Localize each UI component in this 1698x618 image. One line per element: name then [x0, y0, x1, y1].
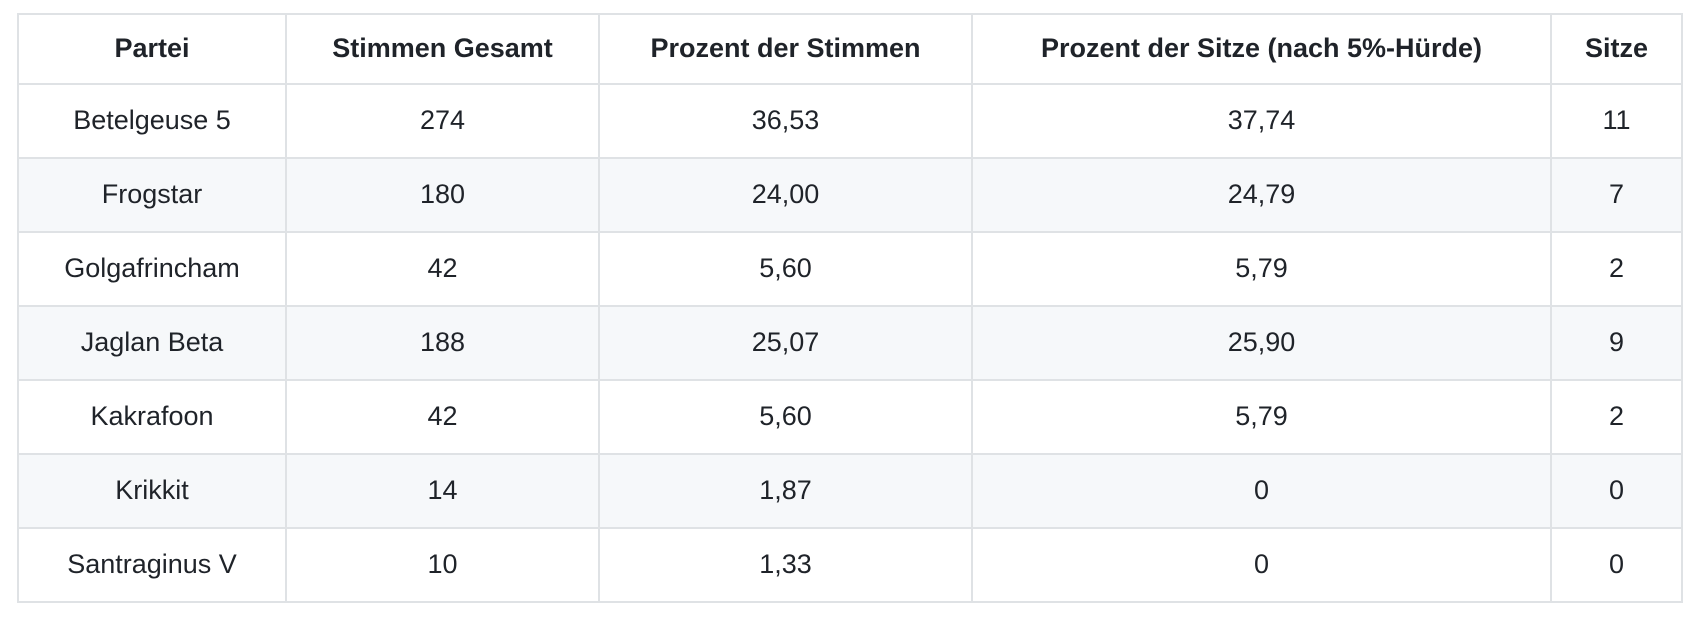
- document-preview: Partei Stimmen Gesamt Prozent der Stimme…: [17, 13, 1683, 603]
- cell-prozent-der-stimmen: 36,53: [598, 83, 973, 159]
- column-header-prozent-der-stimmen: Prozent der Stimmen: [598, 13, 973, 85]
- cell-partei: Santraginus V: [17, 527, 287, 603]
- cell-prozent-der-sitze: 0: [971, 453, 1552, 529]
- cell-stimmen-gesamt: 188: [285, 305, 600, 381]
- cell-prozent-der-sitze: 5,79: [971, 231, 1552, 307]
- cell-stimmen-gesamt: 14: [285, 453, 600, 529]
- cell-sitze: 2: [1550, 379, 1683, 455]
- cell-partei: Frogstar: [17, 157, 287, 233]
- election-results-table: Partei Stimmen Gesamt Prozent der Stimme…: [17, 13, 1683, 603]
- column-header-sitze: Sitze: [1550, 13, 1683, 85]
- cell-prozent-der-stimmen: 1,33: [598, 527, 973, 603]
- cell-prozent-der-stimmen: 24,00: [598, 157, 973, 233]
- cell-prozent-der-sitze: 24,79: [971, 157, 1552, 233]
- cell-prozent-der-stimmen: 5,60: [598, 231, 973, 307]
- cell-prozent-der-stimmen: 1,87: [598, 453, 973, 529]
- cell-sitze: 0: [1550, 453, 1683, 529]
- column-header-partei: Partei: [17, 13, 287, 85]
- cell-prozent-der-sitze: 5,79: [971, 379, 1552, 455]
- cell-sitze: 11: [1550, 83, 1683, 159]
- column-header-prozent-der-sitze: Prozent der Sitze (nach 5%-Hürde): [971, 13, 1552, 85]
- header-row: Partei Stimmen Gesamt Prozent der Stimme…: [17, 13, 1683, 85]
- cell-sitze: 2: [1550, 231, 1683, 307]
- table-row: Santraginus V 10 1,33 0 0: [17, 527, 1683, 603]
- cell-stimmen-gesamt: 10: [285, 527, 600, 603]
- cell-partei: Betelgeuse 5: [17, 83, 287, 159]
- cell-prozent-der-sitze: 0: [971, 527, 1552, 603]
- cell-partei: Kakrafoon: [17, 379, 287, 455]
- cell-partei: Golgafrincham: [17, 231, 287, 307]
- table-row: Frogstar 180 24,00 24,79 7: [17, 157, 1683, 233]
- cell-stimmen-gesamt: 274: [285, 83, 600, 159]
- cell-partei: Jaglan Beta: [17, 305, 287, 381]
- table-row: Krikkit 14 1,87 0 0: [17, 453, 1683, 529]
- table-row: Jaglan Beta 188 25,07 25,90 9: [17, 305, 1683, 381]
- cell-stimmen-gesamt: 42: [285, 379, 600, 455]
- cell-prozent-der-sitze: 37,74: [971, 83, 1552, 159]
- cell-partei: Krikkit: [17, 453, 287, 529]
- cell-stimmen-gesamt: 180: [285, 157, 600, 233]
- table-row: Kakrafoon 42 5,60 5,79 2: [17, 379, 1683, 455]
- column-header-stimmen-gesamt: Stimmen Gesamt: [285, 13, 600, 85]
- table-row: Betelgeuse 5 274 36,53 37,74 11: [17, 83, 1683, 159]
- table-row: Golgafrincham 42 5,60 5,79 2: [17, 231, 1683, 307]
- cell-sitze: 7: [1550, 157, 1683, 233]
- cell-stimmen-gesamt: 42: [285, 231, 600, 307]
- cell-sitze: 9: [1550, 305, 1683, 381]
- cell-prozent-der-stimmen: 25,07: [598, 305, 973, 381]
- cell-sitze: 0: [1550, 527, 1683, 603]
- cell-prozent-der-sitze: 25,90: [971, 305, 1552, 381]
- cell-prozent-der-stimmen: 5,60: [598, 379, 973, 455]
